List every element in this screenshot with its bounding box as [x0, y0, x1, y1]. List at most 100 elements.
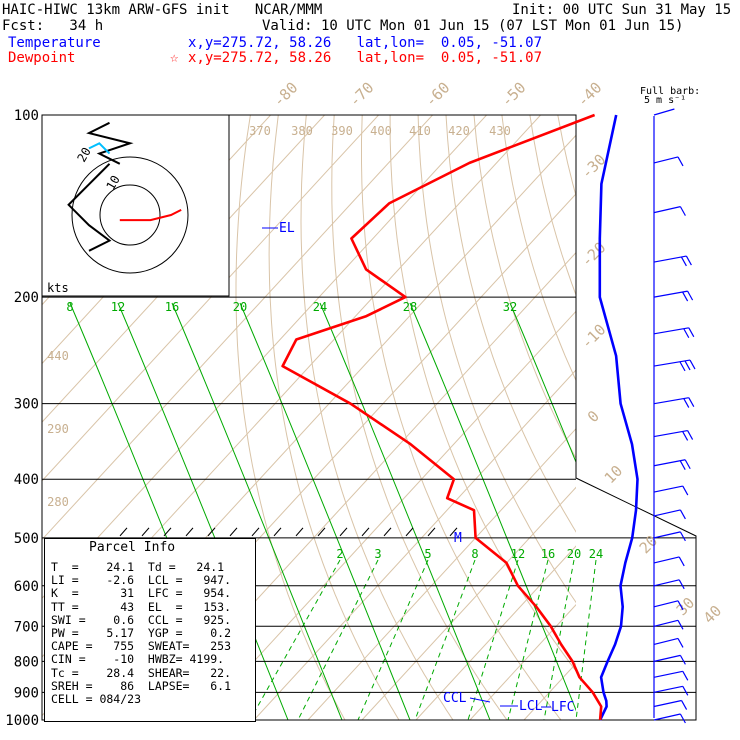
dry-adiabat-line [235, 115, 346, 720]
y-tick-label: 1000 [5, 713, 39, 729]
parcel-info-row: K = 31 LFC = 954. [51, 586, 232, 601]
isotherm-label-top: -50 [498, 79, 530, 111]
mixing-ratio-dashed-line [249, 559, 341, 720]
wind-barb [653, 485, 683, 493]
hatch-mark [185, 527, 194, 537]
model-title: HAIC-HIWC 13km ARW-GFS init NCAR/MMM [2, 2, 323, 18]
wind-barb-flag [679, 206, 686, 216]
wind-barb [653, 654, 681, 662]
hodograph-ring-label: 20 [74, 145, 93, 165]
isotherm-label-right: -10 [578, 321, 610, 353]
m-label: M [454, 531, 462, 546]
wind-barb-flag [682, 485, 689, 496]
wind-barb-flag [688, 397, 695, 407]
dry-adiabat-label: 410 [409, 124, 431, 138]
parcel-info-row: PW = 5.17 YGP = 0.2 [51, 626, 232, 641]
hodograph-trace [86, 121, 134, 165]
mixing-ratio-label-lower: 16 [541, 547, 555, 561]
mixing-ratio-dashed-line [507, 559, 549, 720]
wind-barb-flag [682, 671, 689, 681]
wind-barb [653, 429, 688, 438]
hatch-mark [251, 527, 260, 537]
mixing-ratio-label-lower: 5 [424, 547, 431, 561]
barb-note-line1: Full barb: [640, 86, 701, 97]
wind-barb [653, 509, 681, 517]
mixing-ratio-dashed-line [467, 559, 519, 720]
hatch-mark [229, 527, 238, 537]
mixing-ratio-line [509, 302, 576, 464]
wind-barb [653, 685, 683, 693]
wind-barb-flag [684, 459, 691, 470]
mixing-ratio-line [171, 302, 343, 720]
isotherm-line [523, 662, 576, 720]
parcel-info-row: CAPE = 755 SWEAT= 253 [51, 639, 232, 654]
dry-adiabat-label: 380 [291, 124, 313, 138]
y-tick-label: 200 [14, 290, 39, 306]
wind-barb-flag [681, 700, 688, 710]
legend-temperature-location: x,y=275.72, 58.26 lat,lon= 0.05, -51.07 [188, 35, 543, 51]
mixing-ratio-label: 28 [403, 300, 417, 314]
isotherm-line [199, 310, 576, 720]
mixing-ratio-dashed-line [575, 559, 597, 720]
wind-barb-column [653, 108, 696, 724]
hatch-mark [449, 527, 458, 537]
ccl-tick [469, 697, 491, 703]
y-tick-label: 400 [14, 472, 39, 488]
wind-barb [653, 359, 691, 367]
dry-adiabat-line [473, 115, 576, 460]
dry-adiabat-line [300, 115, 454, 720]
dry-adiabat-label: 370 [249, 124, 271, 138]
parcel-info-row: Tc = 28.4 SHEAR= 22. [51, 665, 232, 680]
wind-barb-flag [679, 531, 686, 542]
y-tick-label: 800 [14, 654, 39, 670]
dry-adiabat-line [268, 115, 400, 720]
isotherm-line [415, 545, 576, 720]
temperature-profile-line [598, 114, 639, 721]
isotherm-label-right: 30 [673, 594, 699, 620]
wind-barb [653, 255, 687, 263]
mixing-ratio-label-lower: 24 [589, 547, 603, 561]
hodograph-trace [119, 209, 182, 222]
mixing-ratio-label-lower: 12 [511, 547, 525, 561]
wind-barb [653, 713, 681, 721]
dry-adiabat-label: 440 [47, 349, 69, 363]
isotherm-label-right: 0 [584, 407, 603, 426]
hatch-mark [119, 527, 128, 537]
dry-adiabat-line [445, 115, 576, 533]
dewpoint-profile-line [281, 113, 603, 721]
wind-barb [653, 531, 681, 539]
isotherm-label-top: -60 [422, 79, 454, 111]
wind-barb [653, 206, 681, 214]
dry-adiabat-line [698, 115, 740, 720]
wind-barb-flag [683, 328, 690, 339]
hodograph-trace [88, 142, 111, 155]
wind-barb-flag [688, 327, 695, 338]
mixing-ratio-label: 12 [111, 300, 125, 314]
wind-barb-flag [679, 460, 686, 470]
isotherm-label-right: 40 [700, 602, 726, 628]
wind-barb [653, 670, 683, 678]
wind-barb-flag [682, 686, 689, 696]
parcel-info-row: SWI = 0.6 CCL = 925. [51, 612, 232, 627]
legend-dewpoint-label: Dewpoint [8, 50, 76, 66]
isotherm-label-right: 20 [636, 532, 662, 558]
isotherm-line [307, 427, 576, 720]
isotherm-label-top: -40 [574, 79, 606, 111]
parcel-info-rows: T = 24.1 Td = 24.1 LI = -2.6 LCL = 947. K … [51, 560, 232, 706]
dry-adiabat-label: 290 [47, 422, 69, 436]
dry-adiabat-label: 390 [331, 124, 353, 138]
hodograph-inset: 10 20 kts [41, 114, 230, 297]
wind-barb-flag [678, 579, 685, 590]
wind-barb [653, 459, 686, 467]
dry-adiabat-line [726, 115, 740, 720]
isotherm-line [42, 115, 379, 482]
wind-barb [653, 108, 675, 116]
el-label: EL [279, 221, 295, 236]
wind-barb-flag [679, 509, 686, 520]
wind-barb [653, 600, 679, 608]
wind-barb-flag [679, 713, 686, 724]
wind-barb-flag [679, 361, 686, 372]
mixing-ratio-label-lower: 2 [336, 547, 343, 561]
parcel-info-row: TT = 43 EL = 153. [51, 599, 232, 614]
